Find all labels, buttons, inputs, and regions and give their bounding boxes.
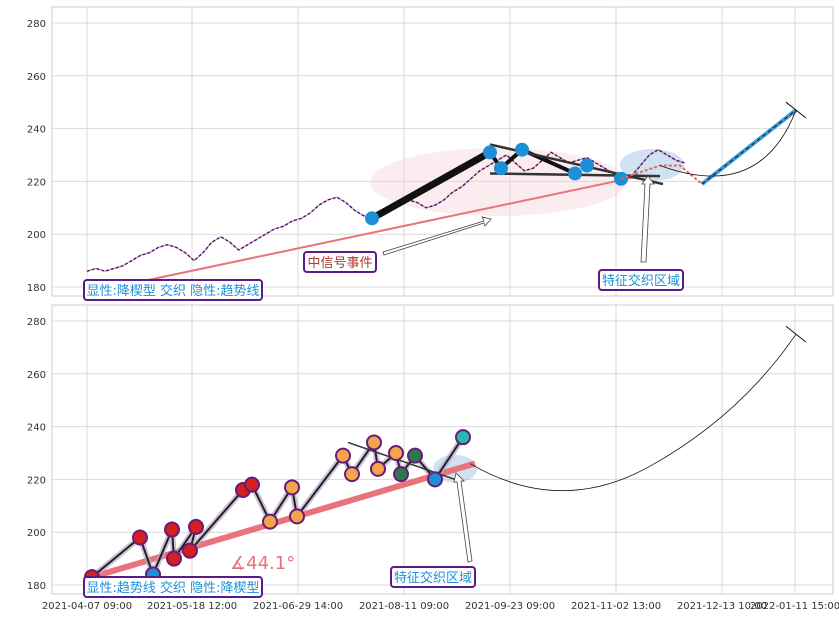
x-tick-label: 2021-04-07 09:00 <box>42 601 132 612</box>
zigzag-marker <box>455 429 471 446</box>
y-tick-label: 220 <box>27 475 46 486</box>
projection-curve <box>469 333 797 491</box>
x-tick-label: 2022-01-11 15:00 <box>750 601 839 612</box>
plot-area <box>51 6 834 297</box>
feature-label: 特征交织区域 <box>394 570 472 586</box>
pattern-marker <box>580 158 594 173</box>
pattern-marker <box>483 145 497 160</box>
projection-curve <box>659 109 797 177</box>
angle-label: ∡44.1° <box>230 553 295 574</box>
x-tick-label: 2021-12-13 10:00 <box>677 601 767 612</box>
pattern-label: 显性:趋势线 交织 隐性:降楔型 <box>86 580 259 596</box>
y-tick-label: 180 <box>27 581 46 592</box>
top-panel: 180 200 220 240 260 280 显性:降楔型 交织 隐性:趋势线 中信号事件特… <box>27 6 834 301</box>
zigzag-marker <box>370 460 386 477</box>
trend-line <box>91 460 476 580</box>
plot-area <box>51 304 834 595</box>
annotation-arrow <box>640 175 655 263</box>
zigzag-marker <box>244 476 260 493</box>
zigzag-marker <box>427 471 443 488</box>
zigzag-marker <box>132 529 148 546</box>
zigzag-marker <box>289 508 305 525</box>
zigzag-marker <box>366 434 382 451</box>
y-tick-label: 260 <box>27 370 46 381</box>
annotation-arrow <box>382 216 492 256</box>
zigzag-marker <box>262 513 278 530</box>
x-tick-label: 2021-08-11 09:00 <box>359 601 449 612</box>
y-tick-label: 280 <box>27 19 46 30</box>
pattern-marker <box>568 166 582 181</box>
feature-label: 特征交织区域 <box>602 273 680 289</box>
y-tick-label: 200 <box>27 230 46 241</box>
pattern-marker <box>494 161 508 176</box>
bottom-panel: 180 200 220 240 260 280 ∡44.1° 显性:趋势线 交织 隐性:降楔型… <box>27 304 834 598</box>
zigzag-marker <box>284 479 300 496</box>
x-tick-label: 2021-09-23 09:00 <box>465 601 555 612</box>
pattern-label-box <box>83 279 263 301</box>
y-tick-label: 200 <box>27 528 46 539</box>
projection-zig <box>620 164 703 185</box>
zigzag-marker <box>182 542 198 559</box>
zigzag-marker <box>188 518 204 535</box>
y-tick-label: 240 <box>27 125 46 136</box>
annotation-arrow <box>453 472 473 563</box>
x-tick-label: 2021-05-18 12:00 <box>147 601 237 612</box>
x-tick-label: 2021-11-02 13:00 <box>571 601 661 612</box>
projection-cap <box>785 101 807 119</box>
y-tick-label: 180 <box>27 283 46 294</box>
zigzag-marker <box>344 466 360 483</box>
y-tick-label: 280 <box>27 317 46 328</box>
signal-label-box <box>303 251 377 273</box>
y-tick-label: 220 <box>27 177 46 188</box>
zigzag-marker <box>393 466 409 483</box>
x-tick-label: 2021-06-29 14:00 <box>253 601 343 612</box>
zigzag-marker <box>407 447 423 464</box>
pattern-label-box <box>83 576 263 598</box>
pattern-marker <box>515 142 529 157</box>
y-tick-label: 260 <box>27 72 46 83</box>
projection-cap <box>785 325 807 343</box>
pattern-label: 显性:降楔型 交织 隐性:趋势线 <box>86 283 259 299</box>
zigzag-marker <box>388 445 404 461</box>
zigzag-marker <box>335 447 351 464</box>
projection-dash <box>701 109 797 185</box>
signal-label: 中信号事件 <box>307 256 372 271</box>
feature-label-box <box>390 566 476 588</box>
pattern-marker <box>365 211 379 226</box>
pattern-line <box>370 149 492 222</box>
highlight-region <box>370 148 626 216</box>
zigzag-marker <box>164 521 180 538</box>
trend-line <box>139 175 641 283</box>
zigzag-marker <box>166 550 182 567</box>
feature-label-box <box>598 269 684 291</box>
y-tick-label: 240 <box>27 423 46 434</box>
